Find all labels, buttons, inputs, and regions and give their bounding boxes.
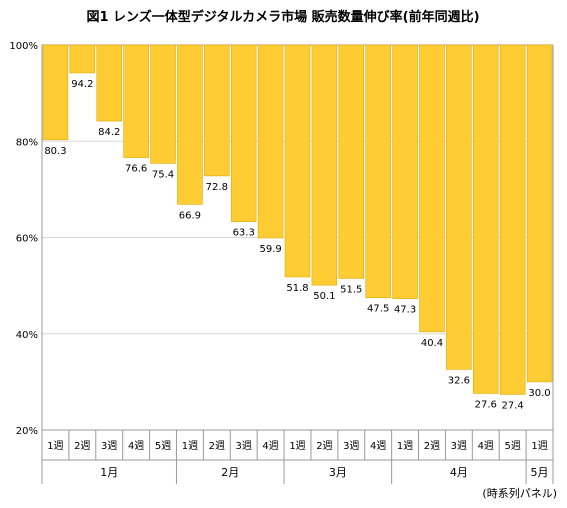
x-tick-label: 5週 bbox=[155, 440, 171, 452]
data-label: 30.0 bbox=[528, 388, 550, 399]
x-tick-label: 1週 bbox=[182, 440, 198, 452]
y-tick-label: 60% bbox=[16, 234, 38, 245]
bar bbox=[338, 44, 365, 279]
bar bbox=[42, 44, 69, 141]
bar bbox=[177, 44, 203, 205]
data-label: 72.8 bbox=[206, 182, 228, 193]
value-labels: 80.3 94.2 84.2 76.6 75.4 66.9 72.8 63.3 59.9 51.8… bbox=[44, 79, 550, 411]
y-tick-label: 40% bbox=[16, 330, 38, 341]
x-tick-label: 3週 bbox=[101, 440, 117, 452]
data-label: 51.8 bbox=[286, 283, 308, 294]
bar bbox=[311, 44, 338, 286]
data-label: 32.6 bbox=[448, 375, 470, 386]
bar bbox=[150, 44, 176, 164]
data-label: 47.5 bbox=[367, 304, 389, 315]
bar bbox=[365, 44, 391, 298]
bar bbox=[284, 44, 311, 278]
month-label: 3月 bbox=[329, 466, 347, 479]
data-label: 51.5 bbox=[340, 284, 362, 295]
x-tick-label: 1週 bbox=[531, 440, 547, 452]
x-tick-label: 3週 bbox=[451, 440, 467, 452]
x-tick-label: 4週 bbox=[478, 440, 494, 452]
month-label: 2月 bbox=[221, 466, 239, 479]
bar bbox=[230, 44, 257, 222]
data-label: 50.1 bbox=[313, 291, 335, 302]
data-label: 80.3 bbox=[44, 146, 66, 157]
footnote: (時系列パネル) bbox=[482, 486, 557, 500]
data-label: 59.9 bbox=[259, 244, 281, 255]
x-tick-label: 1週 bbox=[289, 440, 305, 452]
x-tick-label: 2週 bbox=[424, 440, 440, 452]
x-tick-label: 5週 bbox=[504, 440, 520, 452]
month-label: 4月 bbox=[450, 466, 468, 479]
data-label: 63.3 bbox=[233, 228, 255, 239]
bar bbox=[473, 44, 499, 394]
bar bbox=[123, 44, 149, 158]
data-label: 47.3 bbox=[394, 305, 416, 316]
bar bbox=[526, 44, 553, 383]
x-tick-label: 4週 bbox=[262, 440, 278, 452]
bar bbox=[392, 44, 418, 299]
x-tick-label: 3週 bbox=[236, 440, 252, 452]
bars bbox=[42, 44, 553, 395]
x-tick-label: 4週 bbox=[370, 440, 386, 452]
bar bbox=[446, 44, 472, 370]
x-tick-label: 1週 bbox=[47, 440, 63, 452]
y-tick-label: 80% bbox=[16, 137, 38, 148]
x-tick-label: 2週 bbox=[209, 440, 225, 452]
y-tick-label: 20% bbox=[16, 426, 38, 437]
y-axis-ticks: 20% 40% 60% 80% 100% bbox=[9, 41, 38, 437]
bar bbox=[257, 44, 284, 239]
data-label: 94.2 bbox=[71, 79, 93, 90]
data-label: 75.4 bbox=[152, 169, 174, 180]
bar bbox=[204, 44, 230, 177]
x-tick-label: 4週 bbox=[128, 440, 144, 452]
bar bbox=[499, 44, 526, 395]
y-tick-label: 100% bbox=[9, 41, 38, 52]
data-label: 66.9 bbox=[179, 210, 201, 221]
x-tick-label: 2週 bbox=[316, 440, 332, 452]
bar bbox=[69, 44, 96, 74]
month-label: 5月 bbox=[531, 466, 549, 479]
data-label: 27.4 bbox=[502, 400, 524, 411]
chart-title: 図1 レンズ一体型デジタルカメラ市場 販売数量伸び率(前年同週比) bbox=[86, 9, 479, 25]
x-tick-label: 2週 bbox=[74, 440, 90, 452]
data-label: 27.6 bbox=[475, 399, 497, 410]
x-tick-label: 1週 bbox=[397, 440, 413, 452]
data-label: 40.4 bbox=[421, 338, 443, 349]
bar bbox=[96, 44, 122, 122]
x-axis: 1週 2週 3週 4週 5週 1週 2週 3週 4週 1週 2週 3週 4週 1週 2週 3週 4週 5週 1週 1月… bbox=[41, 430, 554, 484]
x-tick-label: 3週 bbox=[343, 440, 359, 452]
bar bbox=[419, 44, 445, 333]
data-label: 84.2 bbox=[98, 127, 120, 138]
month-label: 1月 bbox=[100, 466, 118, 479]
data-label: 76.6 bbox=[125, 164, 147, 175]
